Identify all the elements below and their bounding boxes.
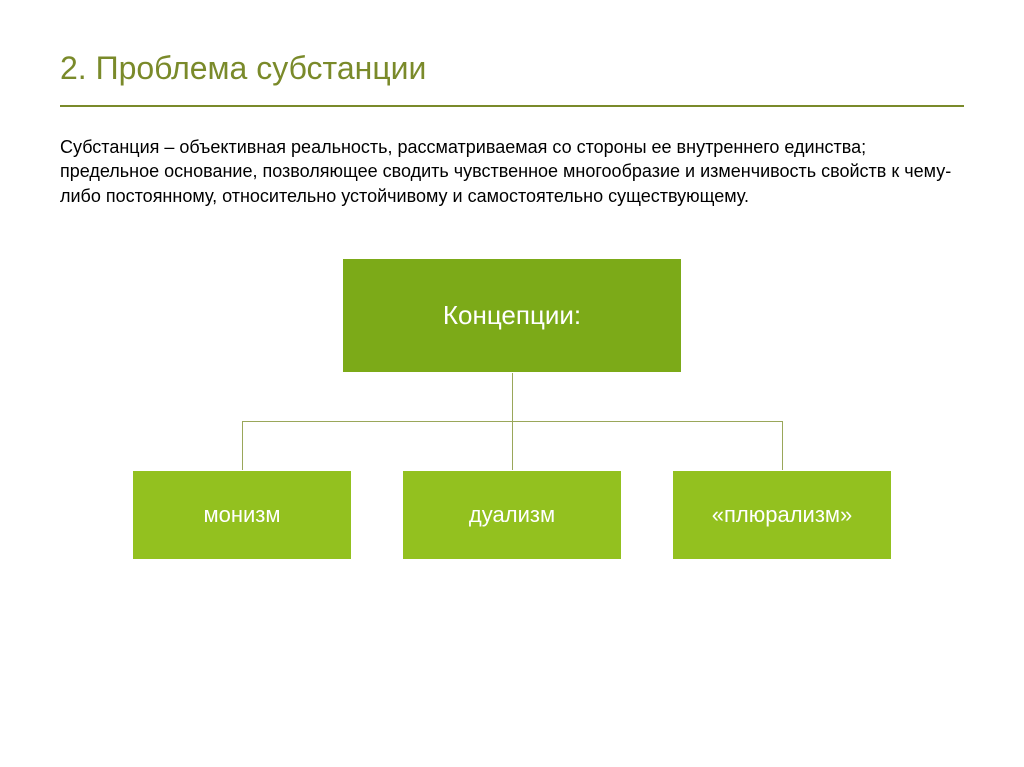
connector-child-1	[512, 421, 513, 470]
tree-root-node: Концепции:	[342, 258, 682, 373]
tree-child-label: монизм	[203, 502, 280, 528]
tree-child-node: «плюрализм»	[672, 470, 892, 560]
tree-child-label: дуализм	[469, 502, 555, 528]
title-underline	[60, 105, 964, 107]
definition-text: Субстанция – объективная реальность, рас…	[60, 135, 960, 208]
slide-title: 2. Проблема субстанции	[60, 50, 964, 87]
tree-child-node: монизм	[132, 470, 352, 560]
tree-children-row: монизм дуализм «плюрализм»	[132, 470, 892, 560]
connector-child-2	[782, 421, 783, 470]
tree-child-node: дуализм	[402, 470, 622, 560]
connector-child-0	[242, 421, 243, 470]
connector-root-vertical	[512, 373, 513, 421]
tree-connectors	[132, 373, 892, 470]
tree-child-label: «плюрализм»	[712, 502, 853, 528]
tree-root-label: Концепции:	[443, 300, 581, 331]
concept-tree-diagram: Концепции: монизм дуализм «плюрализм»	[132, 258, 892, 578]
